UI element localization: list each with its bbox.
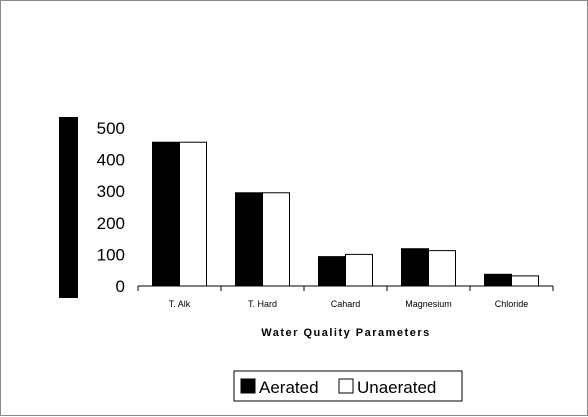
legend-items: Aerated Unaerated [240,378,436,397]
category-label: Cahard [331,299,361,309]
bars-group [152,141,539,287]
bar-unaerated-1 [262,192,290,287]
category-labels: T. Alk T. Hard Cahard Magnesium Chloride [169,299,529,309]
y-axis-title-band [59,117,78,298]
category-label: T. Hard [248,299,277,309]
legend-swatch-unaerated [338,378,354,394]
bar-aerated-2 [318,256,346,287]
y-tick-label: 500 [97,119,125,138]
y-tick-label: 200 [97,214,125,233]
y-tick-label: 0 [116,277,125,296]
category-label: Magnesium [405,299,452,309]
bar-aerated-3 [401,248,429,287]
legend-label-unaerated: Unaerated [357,378,436,397]
category-label: Chloride [495,299,529,309]
x-tick-marks [137,286,554,291]
y-tick-labels: 0 100 200 300 400 500 [97,119,125,296]
y-tick-label: 300 [97,182,125,201]
bar-aerated-0 [152,141,180,287]
bar-aerated-4 [484,273,512,287]
bar-unaerated-2 [345,253,373,287]
legend-label-aerated: Aerated [259,378,319,397]
y-tick-label: 100 [97,245,125,264]
legend-swatch-aerated [240,378,256,394]
x-axis-title: Water Quality Parameters [261,327,430,339]
bar-aerated-1 [235,192,263,287]
bar-unaerated-4 [511,275,539,287]
bar-unaerated-0 [179,141,207,287]
category-label: T. Alk [169,299,191,309]
bar-unaerated-3 [428,250,456,287]
y-tick-label: 400 [97,151,125,170]
